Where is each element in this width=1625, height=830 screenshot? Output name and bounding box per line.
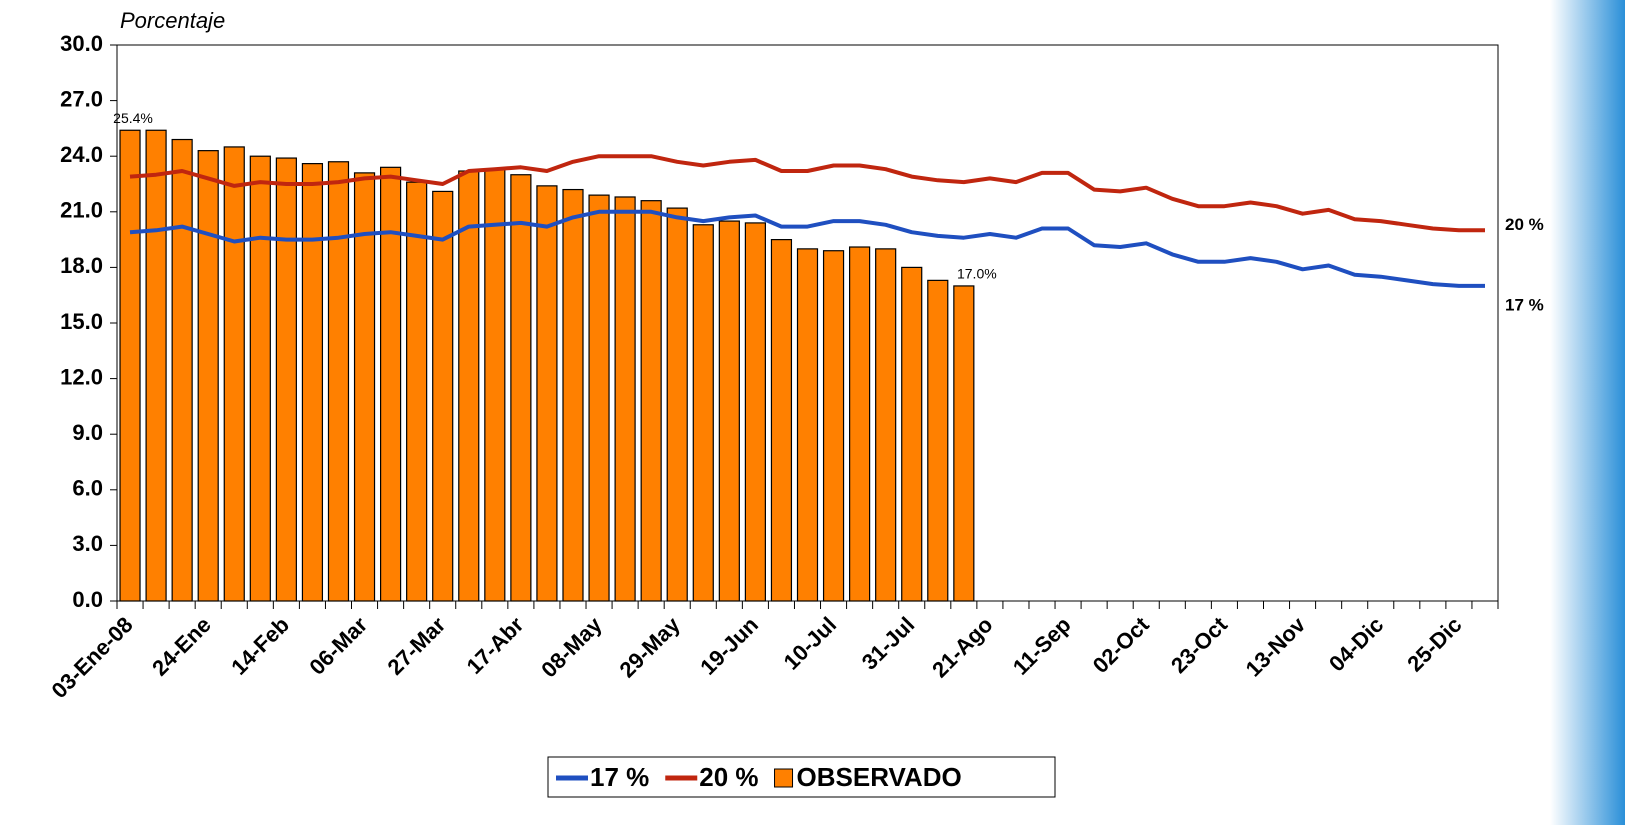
x-tick-label: 11-Sep <box>1008 612 1076 680</box>
bar <box>406 181 428 602</box>
edge-decoration <box>1550 0 1625 825</box>
x-tick-label: 10-Jul <box>779 612 842 675</box>
value-label: 17.0% <box>957 266 997 282</box>
bar <box>510 174 532 602</box>
bar <box>901 266 923 602</box>
y-tick-label: 12.0 <box>60 364 103 389</box>
bar <box>223 146 245 602</box>
bar <box>822 250 845 602</box>
x-tick-label: 17-Abr <box>462 612 529 679</box>
bar <box>614 196 636 602</box>
bar <box>249 155 271 602</box>
bar <box>275 157 297 602</box>
bar <box>484 168 506 602</box>
bar <box>666 207 688 602</box>
end-label: 20 % <box>1505 215 1544 234</box>
x-tick-label: 21-Ago <box>927 612 997 682</box>
bar <box>744 222 766 602</box>
bar <box>796 248 819 602</box>
x-tick-label: 03-Ene-08 <box>46 612 137 703</box>
x-tick-label: 14-Feb <box>226 612 294 680</box>
bar <box>458 170 480 602</box>
bar <box>849 246 871 602</box>
x-tick-label: 13-Nov <box>1241 611 1311 681</box>
bar <box>875 248 897 602</box>
bar <box>145 129 167 602</box>
x-tick-label: 24-Ene <box>147 612 216 681</box>
bar <box>327 161 350 602</box>
legend-label: 17 % <box>590 762 649 792</box>
y-axis-label: Porcentaje <box>120 8 225 33</box>
end-label: 17 % <box>1505 295 1544 314</box>
x-tick-label: 04-Dic <box>1324 612 1388 676</box>
x-tick-label: 19-Jun <box>695 612 763 680</box>
y-tick-label: 6.0 <box>72 476 103 501</box>
x-tick-label: 25-Dic <box>1402 612 1466 676</box>
line <box>129 209 1485 288</box>
bar <box>536 185 558 602</box>
x-tick-label: 08-May <box>536 611 607 682</box>
x-tick-label: 27-Mar <box>383 612 451 680</box>
x-tick-label: 29-May <box>614 611 685 682</box>
y-tick-label: 9.0 <box>72 420 103 445</box>
bar <box>562 188 584 602</box>
bar <box>718 220 740 602</box>
bar <box>379 166 402 602</box>
bar <box>692 224 714 602</box>
x-tick-label: 06-Mar <box>304 612 372 680</box>
bar <box>171 138 193 602</box>
legend-swatch <box>774 768 794 788</box>
x-tick-label: 02-Oct <box>1088 612 1155 679</box>
y-tick-label: 15.0 <box>60 309 103 334</box>
x-tick-label: 31-Jul <box>857 612 920 675</box>
legend-label: OBSERVADO <box>797 762 962 792</box>
legend-label: 20 % <box>699 762 758 792</box>
bar <box>432 190 454 602</box>
bar <box>953 285 975 602</box>
bar <box>353 172 376 602</box>
x-tick-label: 23-Oct <box>1166 612 1233 679</box>
y-tick-label: 27.0 <box>60 86 103 111</box>
legend-box <box>547 756 1056 798</box>
bar <box>197 150 219 602</box>
bar <box>640 200 662 602</box>
y-tick-label: 18.0 <box>60 253 103 278</box>
y-tick-label: 21.0 <box>60 198 103 223</box>
y-tick-label: 30.0 <box>60 31 103 56</box>
bar <box>588 194 610 602</box>
value-label: 25.4% <box>113 110 153 126</box>
bar <box>119 129 141 602</box>
bar <box>927 279 949 602</box>
bar <box>770 239 793 602</box>
y-tick-label: 24.0 <box>60 142 103 167</box>
y-tick-label: 0.0 <box>72 587 103 612</box>
bar <box>301 163 324 602</box>
y-tick-label: 3.0 <box>72 531 103 556</box>
line <box>129 154 1485 233</box>
